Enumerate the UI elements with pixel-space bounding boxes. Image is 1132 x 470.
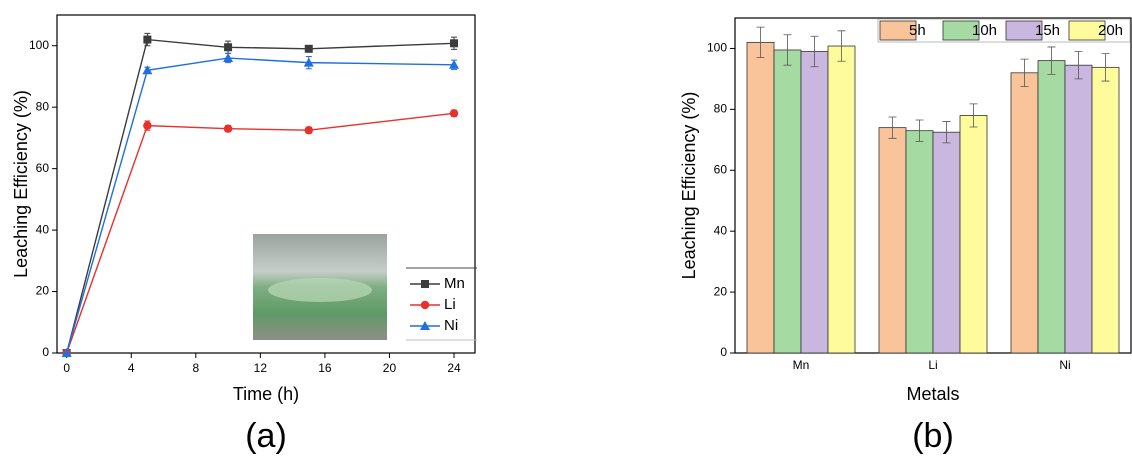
bar [1064,64,1093,354]
y-tick-label: 40 [714,223,728,237]
marker [304,44,313,53]
error-bar [969,103,978,128]
x-tick-label: Ni [1059,358,1070,372]
y-axis-title: Leaching Efficiency (%) [11,90,31,278]
x-tick-label: 4 [128,361,135,375]
y-axis-title: Leaching Efficiency (%) [679,92,699,280]
x-tick-label: 12 [254,361,268,375]
plot-frame [56,14,476,354]
legend-label: Mn [444,275,465,292]
y-tick-label: 80 [714,102,728,116]
marker [223,124,233,133]
x-tick-label: Li [928,358,937,372]
bar [1037,60,1066,354]
bar [773,49,802,354]
y-tick-label: 100 [29,38,49,52]
legend-label: Ni [444,317,458,334]
x-tick-label: 16 [318,361,332,375]
x-tick-label: Mn [793,358,810,372]
bar [1091,66,1120,354]
marker [223,53,234,63]
y-tick-label: 60 [36,161,50,175]
y-tick-label: 80 [36,99,50,113]
error-bar [888,116,897,139]
bar [827,45,856,354]
marker [450,39,459,48]
bar [959,115,988,354]
legend-swatch [879,20,917,41]
bar [932,131,961,354]
y-tick-label: 20 [36,284,50,298]
legend-swatch [1068,20,1106,41]
y-tick-label: 20 [714,284,728,298]
marker [421,280,429,288]
bar [746,41,775,354]
marker [420,300,430,310]
marker [143,35,152,44]
panel-label: (b) [912,417,954,455]
inset-photo-liquid [268,278,372,302]
error-bar [1020,58,1029,87]
marker [303,57,314,67]
y-tick-label: 0 [42,345,49,359]
y-tick-label: 60 [714,162,728,176]
marker [142,65,153,75]
error-bar [1074,51,1083,80]
marker [304,126,313,135]
y-tick-label: 40 [36,222,50,236]
legend-swatch [1005,20,1043,41]
legend-swatch [942,20,980,41]
legend-label: 15h [1035,22,1060,39]
marker [61,348,72,357]
y-tick-label: 0 [720,345,727,359]
error-bar [810,35,819,68]
error-bar [942,121,951,144]
bar [1010,72,1039,354]
error-bar [1101,53,1110,82]
error-bar [1047,46,1056,75]
x-tick-label: 20 [383,361,397,375]
legend-label: 10h [972,22,997,39]
marker [143,121,152,130]
x-axis-title: Metals [906,384,959,404]
legend-label: 5h [909,22,926,39]
marker [449,109,459,118]
marker [449,59,460,69]
x-tick-label: 8 [192,361,199,375]
legend-label: Li [444,296,456,313]
error-bar [756,26,765,58]
bar [905,130,934,354]
y-tick-label: 100 [707,41,727,55]
error-bar [837,30,846,62]
bar [800,51,829,354]
x-tick-label: 0 [63,361,70,375]
marker [420,321,430,330]
error-bar [783,34,792,66]
legend-box [877,18,1131,43]
x-axis-title: Time (h) [233,384,299,404]
panel-label: (a) [245,417,287,455]
x-tick-label: 24 [447,361,461,375]
legend-label: 20h [1098,22,1123,39]
marker [224,43,233,52]
error-bar [915,119,924,142]
bar [878,127,907,354]
